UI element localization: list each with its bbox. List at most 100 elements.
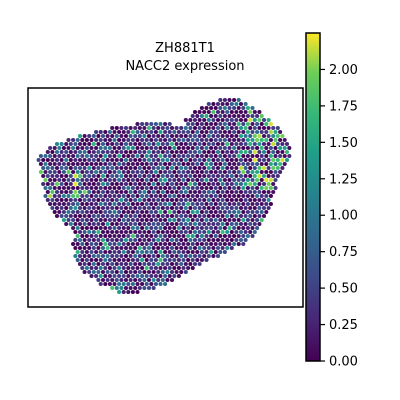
spot — [271, 173, 276, 179]
spot — [48, 153, 53, 159]
spot — [245, 145, 250, 151]
spot — [232, 153, 237, 159]
spot — [211, 229, 216, 235]
spot — [52, 161, 57, 167]
spot — [117, 281, 122, 287]
spot — [241, 201, 246, 207]
spot — [192, 221, 198, 227]
spot — [100, 173, 106, 179]
spot — [135, 177, 140, 183]
spot — [114, 149, 119, 155]
spot — [48, 161, 53, 167]
spot — [114, 221, 119, 227]
spot — [172, 185, 177, 191]
spot — [91, 141, 96, 147]
spot — [195, 169, 200, 175]
spot — [190, 193, 195, 199]
spot — [80, 153, 85, 159]
spot — [142, 133, 147, 139]
spot — [48, 145, 53, 151]
spot — [229, 229, 234, 235]
spot — [204, 129, 209, 135]
spot — [234, 213, 239, 219]
spot — [181, 169, 186, 175]
spot — [149, 161, 154, 167]
spot — [206, 157, 211, 163]
spot — [123, 213, 129, 219]
spot — [117, 241, 122, 247]
spot — [206, 197, 211, 203]
spot — [227, 113, 232, 119]
spot — [135, 225, 140, 231]
spot — [96, 221, 101, 227]
spot — [174, 253, 179, 259]
spot — [255, 185, 260, 191]
spot — [91, 221, 96, 227]
spot — [163, 257, 168, 263]
spot — [126, 193, 131, 199]
spot — [144, 153, 149, 159]
spot — [48, 185, 53, 191]
spot — [137, 125, 142, 131]
spot — [241, 105, 246, 111]
spot — [75, 201, 80, 207]
spot — [183, 133, 188, 139]
spot — [280, 133, 285, 139]
spot — [204, 105, 209, 111]
spot — [144, 145, 149, 151]
spot — [192, 165, 198, 171]
spot — [199, 177, 204, 183]
spot — [220, 165, 225, 171]
spot — [225, 181, 230, 187]
spot — [128, 269, 133, 275]
spot — [43, 169, 48, 175]
spot — [174, 205, 179, 211]
spot — [232, 121, 237, 127]
spot — [255, 161, 260, 167]
spot — [82, 221, 87, 227]
spot — [232, 129, 237, 135]
spot — [103, 273, 108, 279]
spot — [199, 145, 204, 151]
spot — [250, 217, 255, 223]
spot — [133, 213, 138, 219]
spot — [218, 209, 223, 215]
spot — [87, 149, 92, 155]
spot — [149, 217, 154, 223]
spot — [98, 209, 103, 215]
spot — [165, 237, 170, 243]
spot — [183, 173, 188, 179]
spot — [133, 197, 138, 203]
spot — [153, 201, 158, 207]
spot — [135, 241, 140, 247]
spot — [94, 209, 99, 215]
spot — [222, 209, 227, 215]
spot — [146, 269, 152, 275]
spot — [105, 197, 110, 203]
spot — [163, 225, 168, 231]
spot — [158, 201, 163, 207]
spot — [174, 269, 179, 275]
spot — [110, 285, 115, 291]
spot — [135, 137, 140, 143]
spot — [172, 233, 177, 239]
spot — [103, 193, 108, 199]
spot — [186, 225, 191, 231]
spot — [105, 189, 110, 195]
spot — [151, 205, 156, 211]
spot — [188, 189, 193, 195]
spot — [229, 117, 234, 123]
spot — [160, 221, 165, 227]
spot — [128, 133, 133, 139]
spot — [140, 185, 145, 191]
spot — [271, 157, 276, 163]
spot — [190, 185, 195, 191]
spot — [156, 229, 161, 235]
spot — [156, 181, 161, 187]
spot — [144, 185, 149, 191]
spot — [213, 137, 218, 143]
spot — [250, 105, 255, 111]
spot — [227, 105, 232, 111]
spot — [188, 245, 193, 251]
spot — [128, 229, 133, 235]
